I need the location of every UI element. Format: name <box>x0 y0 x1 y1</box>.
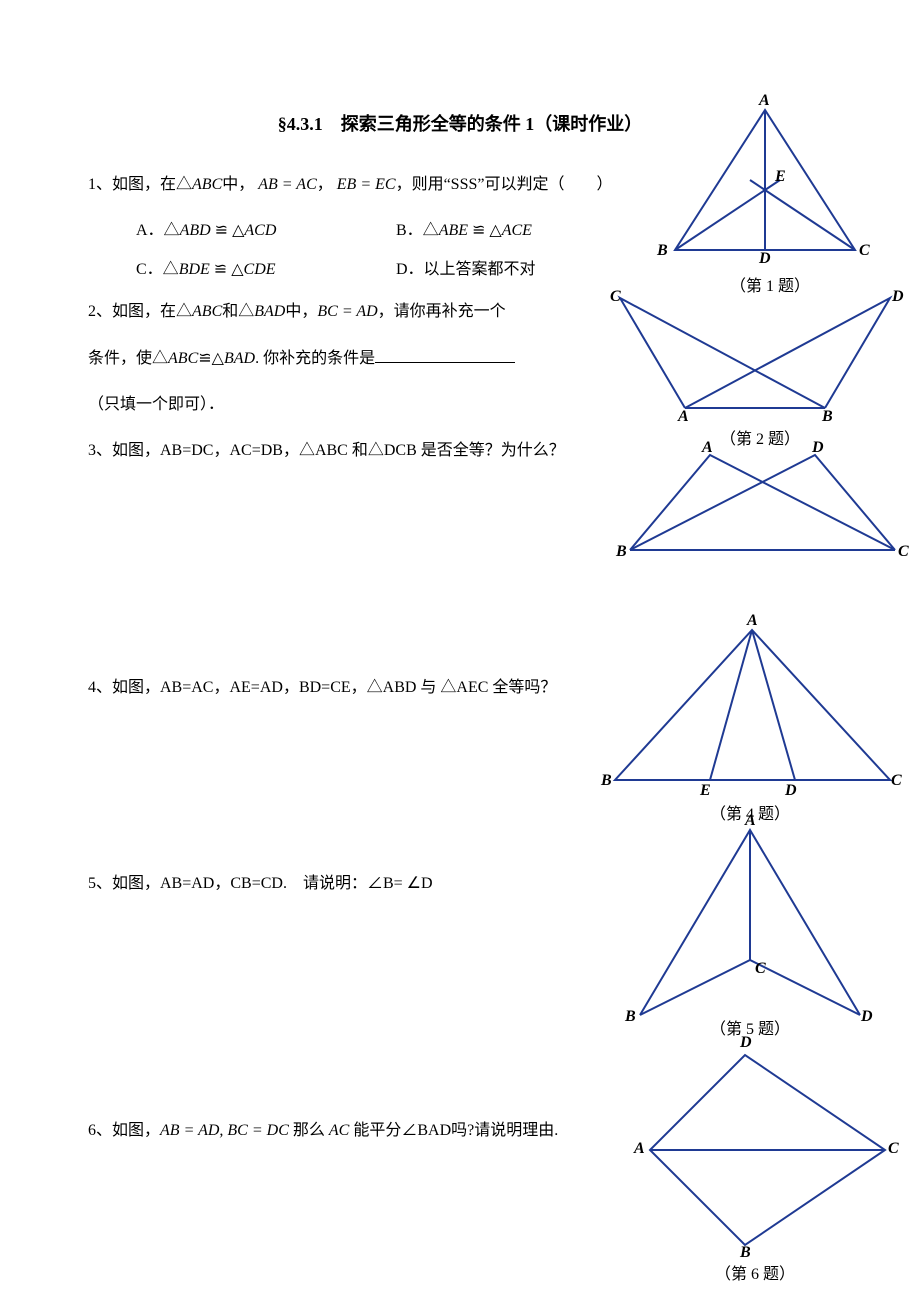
fig3-A: A <box>702 439 713 457</box>
q2-l1b: 和△ <box>222 303 254 320</box>
q1-abc: ABC <box>192 176 222 193</box>
optC-t1: BDE <box>179 261 210 278</box>
figure-5: A C B D <box>625 820 875 1030</box>
q2-l1a: 2、如图，在△ <box>88 303 192 320</box>
figure-4: A B E D C <box>605 620 900 800</box>
q6-ac: AC <box>329 1122 349 1139</box>
optB-t2: ACE <box>502 222 532 239</box>
q2-l2a: 条件，使△ <box>88 350 168 367</box>
fig6-C: C <box>888 1140 899 1158</box>
fig1-C: C <box>859 242 870 260</box>
figure-3: A D B C <box>620 445 910 565</box>
fig5-D: D <box>861 1008 873 1026</box>
fig2-B: B <box>822 408 833 426</box>
fig2-svg <box>610 288 910 423</box>
fig6-caption: （第 6 题） <box>695 1260 815 1284</box>
fig3-D: D <box>812 439 824 457</box>
q6-cond: AB = AD, BC = DC <box>160 1122 289 1139</box>
fig1-B: B <box>657 242 668 260</box>
q1-optD: D．以上答案都不对 <box>396 251 536 289</box>
fig3-C: C <box>898 543 909 561</box>
fig3-B: B <box>616 543 627 561</box>
fig2-C: C <box>610 288 621 306</box>
q2-l1d: ，请你再补充一个 <box>378 303 506 320</box>
fig5-svg <box>625 820 875 1025</box>
optB-mid: ≌ △ <box>468 222 502 239</box>
fig2-A: A <box>678 408 689 426</box>
q1-optA: A．△ABD ≌ △ACD <box>136 212 396 250</box>
q1-stem-c: ，则用“SSS”可以判定（ ） <box>396 176 613 193</box>
optA-t2: ACD <box>244 222 276 239</box>
figure-6: D A C B <box>640 1040 900 1260</box>
fig3-svg <box>620 445 910 560</box>
q1-stem-b: 中， <box>222 176 254 193</box>
fig4-B: B <box>601 772 612 790</box>
fig4-D: D <box>785 782 797 800</box>
q2-t1: ABC <box>192 303 222 320</box>
fig5-B: B <box>625 1008 636 1026</box>
q1-cond2: EB = EC <box>337 176 396 193</box>
q1-optC: C．△BDE ≌ △CDE <box>136 251 396 289</box>
fig4-A: A <box>747 612 758 630</box>
optA-t1: ABD <box>180 222 211 239</box>
q6-sc: 能平分∠BAD吗?请说明理由. <box>349 1122 558 1139</box>
optA-pre: A．△ <box>136 222 180 239</box>
fig5-A: A <box>745 812 756 830</box>
q2-cond: BC = AD <box>317 303 377 320</box>
q1-comma1: ， <box>317 176 333 193</box>
fig6-svg <box>640 1040 900 1255</box>
q2-l2b: ≌△ <box>198 350 224 367</box>
optC-mid: ≌ △ <box>210 261 244 278</box>
optB-pre: B．△ <box>396 222 439 239</box>
q2-t3: ABC <box>168 350 198 367</box>
q6-sb: 那么 <box>289 1122 329 1139</box>
q1-stem-a: 1、如图，在△ <box>88 176 192 193</box>
fig1-svg <box>655 100 875 270</box>
optA-mid: ≌ △ <box>211 222 245 239</box>
optC-t2: CDE <box>244 261 276 278</box>
fig4-E: E <box>700 782 711 800</box>
fig6-D: D <box>740 1034 752 1052</box>
fig6-A: A <box>634 1140 645 1158</box>
q2-t2: BAD <box>254 303 285 320</box>
optC-pre: C．△ <box>136 261 179 278</box>
fig5-C: C <box>755 960 766 978</box>
fig1-A: A <box>759 92 770 110</box>
fig1-D: D <box>759 250 771 268</box>
q1-cond1: AB = AC <box>258 176 317 193</box>
q2-l1c: 中， <box>285 303 317 320</box>
q2-blank <box>375 349 515 363</box>
q2-t4: BAD <box>224 350 255 367</box>
fig4-C: C <box>891 772 902 790</box>
q1-optB: B．△ABE ≌ △ACE <box>396 212 532 250</box>
optB-t1: ABE <box>439 222 468 239</box>
q2-l2c: . 你补充的条件是 <box>255 350 375 367</box>
q6-sa: 6、如图， <box>88 1122 160 1139</box>
figure-2: C D A B <box>610 288 910 428</box>
fig4-svg <box>605 620 900 790</box>
fig2-D: D <box>892 288 904 306</box>
fig1-E: E <box>775 168 786 186</box>
figure-1: A E B D C <box>655 100 875 280</box>
